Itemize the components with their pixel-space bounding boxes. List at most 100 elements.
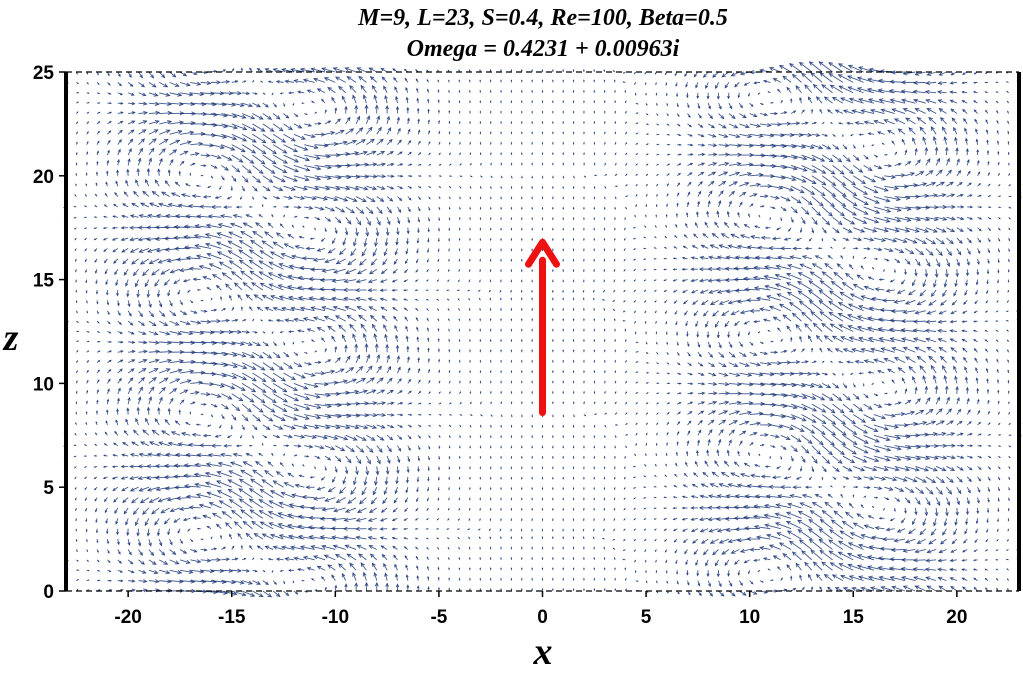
field-vector	[603, 328, 606, 332]
field-vector	[288, 91, 294, 95]
field-vector	[912, 137, 916, 145]
field-vector	[848, 575, 864, 582]
field-vector	[684, 310, 688, 316]
field-vector	[894, 455, 912, 461]
field-vector	[223, 205, 232, 210]
field-vector	[541, 100, 544, 104]
field-vector	[279, 461, 284, 467]
field-vector	[914, 269, 918, 277]
field-vector	[241, 319, 247, 322]
field-vector	[915, 486, 925, 494]
field-vector	[252, 185, 258, 192]
field-vector	[828, 529, 844, 540]
field-vector	[674, 234, 678, 239]
field-vector	[262, 372, 277, 383]
field-vector	[114, 430, 119, 436]
field-vector	[206, 287, 212, 291]
field-vector	[510, 528, 512, 532]
field-vector	[656, 113, 659, 116]
field-vector	[718, 538, 730, 544]
field-vector	[995, 320, 999, 322]
field-vector	[510, 380, 513, 384]
field-vector	[386, 354, 391, 363]
field-vector	[531, 497, 533, 501]
field-vector	[240, 509, 253, 519]
field-vector	[428, 185, 432, 189]
field-vector	[208, 502, 222, 509]
field-vector	[500, 476, 502, 480]
field-vector	[821, 217, 831, 226]
field-vector	[884, 206, 902, 212]
field-vector	[293, 362, 303, 368]
field-vector	[469, 110, 471, 114]
field-vector	[252, 123, 266, 132]
field-vector	[676, 411, 682, 415]
field-vector	[624, 227, 626, 231]
field-vector	[916, 299, 926, 306]
field-vector	[716, 528, 730, 533]
field-vector	[819, 549, 833, 561]
field-vector	[479, 279, 481, 283]
field-vector	[699, 528, 709, 533]
field-vector	[131, 202, 139, 208]
field-vector	[520, 141, 523, 145]
field-vector	[531, 217, 533, 221]
field-vector	[380, 507, 388, 513]
field-vector	[415, 546, 419, 550]
field-vector	[819, 72, 833, 83]
field-vector	[685, 82, 688, 88]
field-vector	[324, 434, 339, 440]
field-vector	[950, 347, 958, 353]
field-vector	[583, 79, 585, 83]
field-vector	[207, 214, 222, 219]
field-vector	[142, 190, 150, 197]
field-vector	[826, 109, 833, 114]
field-vector	[654, 289, 657, 292]
field-vector	[977, 237, 982, 243]
field-vector	[863, 393, 869, 399]
field-vector	[681, 506, 688, 510]
field-vector	[908, 528, 916, 535]
field-vector	[850, 372, 854, 375]
field-vector	[1007, 258, 1010, 263]
field-vector	[949, 558, 957, 563]
field-vector	[395, 583, 400, 592]
field-vector	[707, 494, 719, 499]
field-vector	[849, 293, 864, 301]
field-vector	[593, 587, 596, 592]
field-vector	[583, 577, 585, 581]
field-vector	[790, 185, 805, 194]
field-vector	[782, 314, 792, 322]
field-vector	[1005, 319, 1009, 322]
field-vector	[148, 559, 157, 565]
field-vector	[707, 517, 719, 522]
field-vector	[753, 81, 761, 85]
field-vector	[551, 289, 554, 294]
field-vector	[407, 356, 410, 363]
field-vector	[85, 518, 88, 523]
field-vector	[531, 435, 533, 439]
field-vector	[261, 240, 274, 249]
field-vector	[730, 71, 740, 77]
field-vector	[86, 151, 89, 156]
field-vector	[437, 109, 440, 114]
field-vector	[743, 320, 750, 325]
field-vector	[633, 71, 637, 75]
field-vector	[603, 307, 606, 311]
field-vector	[884, 497, 890, 500]
field-vector	[469, 476, 471, 480]
field-vector	[479, 206, 482, 211]
field-vector	[760, 183, 773, 189]
field-vector	[74, 486, 77, 490]
field-vector	[199, 443, 212, 448]
field-vector	[284, 318, 294, 323]
field-vector	[490, 186, 492, 190]
field-vector	[883, 357, 895, 364]
field-vector	[977, 205, 983, 209]
field-vector	[116, 397, 120, 405]
field-vector	[479, 487, 482, 491]
field-vector	[297, 524, 315, 530]
field-vector	[644, 464, 647, 467]
field-vector	[962, 108, 968, 114]
